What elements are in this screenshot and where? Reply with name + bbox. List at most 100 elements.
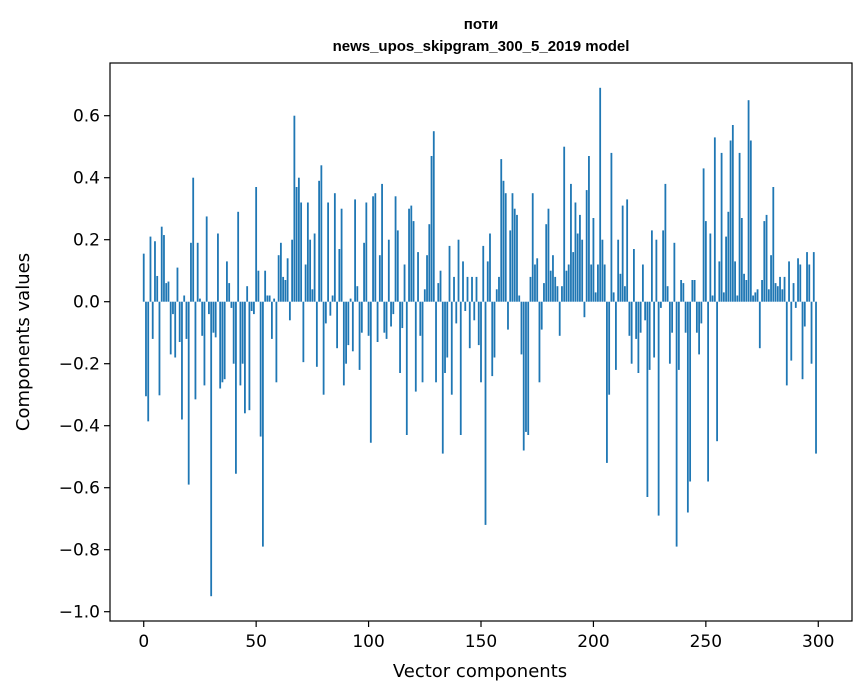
bar-4 [151, 301, 154, 339]
bar-267 [743, 273, 745, 302]
bar-99 [365, 202, 368, 302]
bar-134 [444, 301, 446, 373]
bar-228 [655, 239, 658, 302]
bar-162 [507, 301, 509, 330]
bar-202 [597, 264, 599, 302]
bar-256 [718, 261, 721, 302]
bar-152 [484, 301, 487, 525]
bar-183 [554, 276, 557, 302]
bar-76 [313, 233, 316, 302]
bar-59 [275, 301, 278, 383]
bar-159 [500, 159, 503, 302]
bar-214 [624, 286, 626, 302]
bar-129 [432, 131, 435, 302]
bar-211 [617, 239, 620, 302]
bar-77 [315, 301, 318, 367]
bar-291 [797, 258, 799, 302]
bar-217 [630, 301, 633, 364]
bar-118 [408, 208, 410, 302]
bar-47 [248, 301, 251, 411]
bar-218 [633, 249, 635, 302]
bar-37 [226, 261, 228, 302]
bar-174 [534, 264, 536, 302]
bar-116 [403, 264, 406, 302]
bar-10 [165, 283, 168, 302]
bar-56 [268, 295, 271, 302]
bar-139 [455, 301, 458, 324]
bar-188 [565, 270, 568, 302]
bar-69 [297, 177, 300, 302]
bar-83 [329, 301, 332, 316]
bar-288 [790, 301, 793, 361]
bar-150 [480, 301, 482, 383]
y-tick-label: −0.2 [59, 355, 100, 375]
bar-41 [235, 301, 237, 474]
bar-246 [695, 301, 698, 333]
bar-93 [351, 301, 354, 352]
bar-40 [232, 301, 235, 364]
y-tick-label: 0.2 [73, 231, 100, 251]
bar-3 [149, 236, 152, 302]
bar-143 [464, 301, 467, 311]
bar-287 [788, 261, 790, 302]
bar-212 [619, 273, 622, 302]
bar-292 [799, 264, 802, 302]
bar-136 [448, 245, 451, 302]
bar-179 [545, 224, 548, 302]
bar-239 [680, 280, 683, 302]
bar-243 [689, 301, 692, 482]
bar-164 [511, 193, 514, 302]
bar-68 [295, 187, 298, 302]
bar-130 [435, 301, 437, 383]
bar-111 [392, 301, 395, 315]
bar-29 [208, 301, 210, 315]
bar-207 [608, 301, 611, 395]
bar-80 [322, 301, 325, 395]
bar-20 [187, 301, 190, 485]
bar-74 [309, 239, 312, 302]
bar-64 [286, 258, 289, 302]
bar-89 [342, 301, 345, 386]
bar-281 [774, 283, 777, 302]
bar-61 [279, 242, 282, 302]
bar-96 [358, 301, 361, 370]
bar-1 [145, 301, 147, 397]
bar-250 [704, 221, 707, 302]
bar-52 [259, 301, 262, 437]
bar-273 [756, 289, 759, 302]
bar-222 [641, 264, 644, 302]
bar-137 [450, 301, 453, 395]
bar-26 [201, 301, 204, 336]
bar-60 [277, 255, 280, 302]
bar-101 [369, 301, 372, 443]
bar-94 [354, 199, 356, 302]
bar-173 [531, 193, 534, 302]
bar-168 [520, 301, 523, 355]
bar-235 [671, 301, 674, 333]
bar-119 [410, 205, 413, 302]
bar-232 [664, 183, 667, 302]
bar-85 [333, 193, 336, 302]
bar-142 [462, 261, 464, 302]
bar-263 [734, 261, 736, 302]
bar-213 [621, 205, 624, 302]
bar-123 [419, 301, 422, 336]
bar-199 [590, 264, 593, 302]
bar-284 [781, 289, 784, 302]
bar-31 [212, 301, 215, 333]
bar-132 [439, 270, 442, 302]
bar-277 [765, 214, 768, 302]
bar-286 [785, 301, 788, 386]
bar-255 [716, 301, 718, 442]
bar-167 [518, 295, 521, 302]
bar-35 [221, 301, 224, 383]
bar-110 [390, 301, 392, 327]
bar-45 [244, 301, 246, 414]
bar-102 [372, 196, 374, 302]
bar-266 [740, 218, 743, 302]
bar-90 [345, 301, 347, 364]
bar-294 [803, 301, 806, 327]
bar-187 [563, 146, 566, 302]
bar-65 [288, 301, 291, 321]
bar-39 [230, 301, 233, 308]
